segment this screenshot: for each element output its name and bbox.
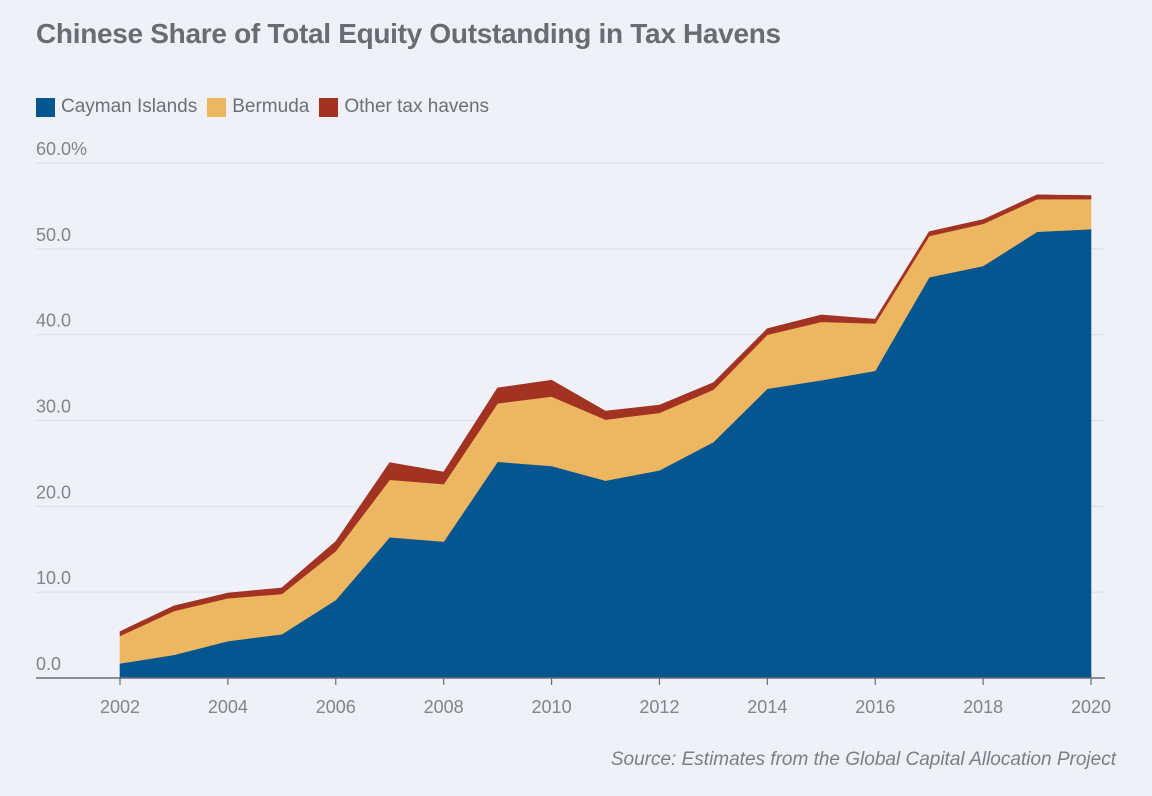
x-tick-label-2010: 2010 <box>532 697 572 717</box>
x-tick-label-2020: 2020 <box>1071 697 1111 717</box>
x-tick-label-2018: 2018 <box>963 697 1003 717</box>
legend-swatch-bermuda <box>207 97 227 117</box>
y-tick-label-10: 10.0 <box>36 568 71 588</box>
x-axis-labels: 2002 2004 2006 2008 2010 2012 2014 2016 2018 2020 <box>100 697 1111 717</box>
y-tick-label-60: 60.0% <box>36 139 87 159</box>
area-series <box>119 194 1092 679</box>
y-axis-labels: 0.0 10.0 20.0 30.0 40.0 50.0 60.0% <box>36 139 87 674</box>
legend: Cayman Islands Bermuda Other tax havens <box>36 96 489 118</box>
x-tick-label-2012: 2012 <box>639 697 679 717</box>
x-tick-label-2002: 2002 <box>100 697 140 717</box>
x-tick-label-2016: 2016 <box>855 697 895 717</box>
legend-swatch-other <box>319 97 339 117</box>
legend-label-cayman: Cayman Islands <box>61 96 198 117</box>
axes <box>36 677 1105 685</box>
x-tick-label-2004: 2004 <box>208 697 248 717</box>
x-tick-label-2006: 2006 <box>316 697 356 717</box>
source-note: Source: Estimates from the Global Capita… <box>610 749 1116 770</box>
x-tick-label-2008: 2008 <box>424 697 464 717</box>
y-tick-label-40: 40.0 <box>36 311 71 331</box>
legend-swatch-cayman <box>36 97 55 117</box>
chart-title: Chinese Share of Total Equity Outstandin… <box>36 18 781 49</box>
y-tick-label-50: 50.0 <box>36 225 71 245</box>
y-tick-label-0: 0.0 <box>36 654 61 674</box>
legend-item-bermuda: Bermuda <box>207 96 309 118</box>
area-other-tax-havens <box>119 194 1092 637</box>
legend-label-other: Other tax havens <box>344 96 490 117</box>
legend-label-bermuda: Bermuda <box>232 96 310 117</box>
legend-item-other: Other tax havens <box>319 96 489 118</box>
x-tick-label-2014: 2014 <box>747 697 787 717</box>
y-tick-label-20: 20.0 <box>36 482 71 502</box>
legend-item-cayman: Cayman Islands <box>36 96 197 118</box>
y-tick-label-30: 30.0 <box>36 397 71 417</box>
